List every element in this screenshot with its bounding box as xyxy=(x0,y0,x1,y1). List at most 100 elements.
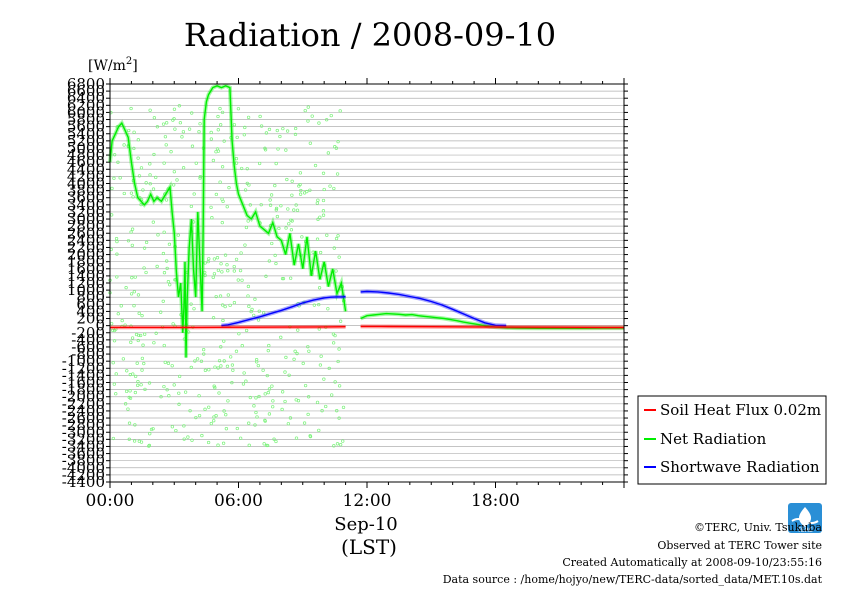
net-radiation-point xyxy=(221,199,225,204)
net-radiation-point xyxy=(333,333,337,338)
series-line-net-radiation xyxy=(360,312,624,329)
net-radiation-point xyxy=(137,311,141,315)
y-tick-label: -3400 xyxy=(62,437,105,455)
net-radiation-point xyxy=(133,423,137,427)
y-tick-label: 2800 xyxy=(67,217,105,235)
logo-wave-icon xyxy=(791,518,819,524)
y-tick-label: 1400 xyxy=(67,267,105,285)
net-radiation-point xyxy=(154,331,158,335)
net-radiation-point xyxy=(296,328,300,332)
net-radiation-point xyxy=(170,364,174,368)
net-radiation-point xyxy=(140,368,144,372)
net-radiation-point xyxy=(262,442,266,446)
legend-label-shortwave: Shortwave Radiation xyxy=(660,458,820,476)
net-radiation-point xyxy=(289,276,293,280)
y-tick-label: 400 xyxy=(76,302,105,320)
net-radiation-point xyxy=(243,125,247,130)
net-radiation-point xyxy=(142,361,146,366)
net-radiation-point xyxy=(243,243,247,247)
net-radiation-point xyxy=(116,160,120,164)
net-radiation-point xyxy=(242,371,246,375)
net-radiation-point xyxy=(224,427,229,431)
net-radiation-point xyxy=(148,182,152,186)
net-radiation-point xyxy=(207,405,211,409)
net-radiation-point xyxy=(330,393,334,397)
net-radiation-point xyxy=(225,205,229,209)
net-radiation-point xyxy=(219,364,223,368)
y-tick-label: -800 xyxy=(71,345,105,363)
net-radiation-point xyxy=(247,183,251,187)
net-radiation-point xyxy=(247,304,251,308)
net-radiation-point xyxy=(274,161,278,166)
net-radiation-point xyxy=(129,292,134,296)
net-radiation-point xyxy=(286,207,290,211)
net-radiation-point xyxy=(211,158,216,163)
net-radiation-point xyxy=(240,344,244,348)
net-radiation-point xyxy=(326,151,331,155)
y-tick-label: -2200 xyxy=(62,395,105,413)
net-radiation-point xyxy=(316,198,320,202)
y-tick-label: 2600 xyxy=(67,224,105,242)
x-axis-ticks: 00:00 06:00 12:00 18:00 xyxy=(86,78,625,511)
net-radiation-point xyxy=(136,138,140,142)
net-radiation-point xyxy=(335,442,340,446)
net-radiation-point xyxy=(246,115,251,119)
y-tick-label: 4800 xyxy=(67,146,105,164)
net-radiation-point xyxy=(226,269,230,273)
net-radiation-point xyxy=(285,129,290,133)
net-radiation-point xyxy=(303,383,308,388)
net-radiation-point xyxy=(229,355,233,359)
net-radiation-point xyxy=(254,357,259,362)
net-radiation-point xyxy=(298,182,302,187)
net-radiation-point xyxy=(165,266,169,271)
net-radiation-point xyxy=(136,338,140,343)
net-radiation-point xyxy=(238,436,243,440)
net-radiation-point xyxy=(147,443,152,448)
footer-observed: Observed at TERC Tower site xyxy=(657,539,822,552)
net-radiation-point xyxy=(321,213,326,217)
net-radiation-point xyxy=(131,195,135,199)
y-tick-label: 6200 xyxy=(67,96,105,114)
net-radiation-point xyxy=(298,192,303,196)
net-radiation-point xyxy=(161,299,165,303)
net-radiation-point xyxy=(220,303,225,307)
net-radiation-point xyxy=(331,332,336,336)
net-radiation-point xyxy=(338,443,343,447)
net-radiation-point xyxy=(173,278,177,282)
net-radiation-point xyxy=(262,311,266,315)
net-radiation-point xyxy=(264,131,269,135)
net-radiation-point xyxy=(287,373,291,377)
net-radiation-point xyxy=(163,135,168,139)
net-radiation-point xyxy=(166,280,171,284)
net-radiation-point xyxy=(123,323,127,327)
net-radiation-point xyxy=(332,246,336,250)
legend-label-soil: Soil Heat Flux 0.02m xyxy=(660,401,821,419)
net-radiation-point xyxy=(305,189,309,194)
y-tick-label: 1600 xyxy=(67,260,105,278)
net-radiation-point xyxy=(218,294,223,298)
net-radiation-point xyxy=(164,143,168,147)
y-tick-label: 4200 xyxy=(67,167,105,185)
net-radiation-point xyxy=(285,177,289,182)
net-radiation-point xyxy=(239,251,243,255)
net-radiation-point xyxy=(192,307,196,311)
net-radiation-point xyxy=(172,383,176,387)
net-radiation-point xyxy=(203,368,208,372)
net-radiation-point xyxy=(149,427,154,432)
net-radiation-point xyxy=(118,176,122,180)
y-tick-label: -1400 xyxy=(62,366,105,384)
net-radiation-point xyxy=(171,322,175,326)
y-tick-label: -600 xyxy=(71,338,105,356)
y-tick-label: 3600 xyxy=(67,189,105,207)
net-radiation-point xyxy=(247,421,251,425)
series-halo-shortwave-radiation xyxy=(360,289,507,328)
net-radiation-point xyxy=(144,240,149,245)
net-radiation-point xyxy=(188,409,192,413)
series-line-net-radiation xyxy=(109,85,347,358)
net-radiation-point xyxy=(136,156,140,160)
net-radiation-point xyxy=(125,369,129,373)
net-radiation-point xyxy=(266,349,270,353)
net-radiation-point xyxy=(147,444,151,448)
net-radiation-point xyxy=(186,330,191,334)
net-radiation-point xyxy=(267,259,272,263)
